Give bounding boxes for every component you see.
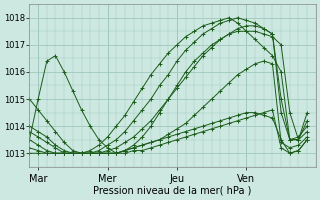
X-axis label: Pression niveau de la mer( hPa ): Pression niveau de la mer( hPa ) [93, 186, 252, 196]
